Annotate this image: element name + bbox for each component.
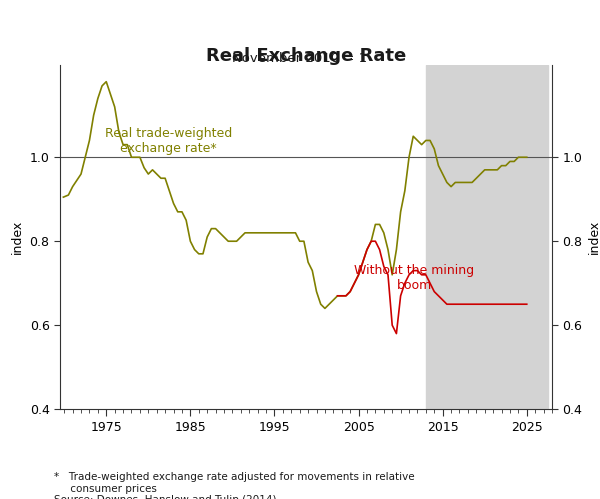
Text: Without the mining
boom: Without the mining boom [354, 264, 475, 292]
Y-axis label: index: index [11, 220, 24, 254]
Text: *   Trade-weighted exchange rate adjusted for movements in relative: * Trade-weighted exchange rate adjusted … [54, 472, 415, 482]
Title: Real Exchange Rate: Real Exchange Rate [206, 47, 406, 65]
Bar [426, 65, 548, 409]
Text: Source: Downes, Hanslow and Tulip (2014): Source: Downes, Hanslow and Tulip (2014) [54, 495, 277, 499]
Text: Real trade-weighted
exchange rate*: Real trade-weighted exchange rate* [104, 127, 232, 155]
Text: consumer prices: consumer prices [54, 484, 157, 494]
Y-axis label: index: index [588, 220, 600, 254]
Text: November 2010 = 1: November 2010 = 1 [232, 52, 368, 65]
